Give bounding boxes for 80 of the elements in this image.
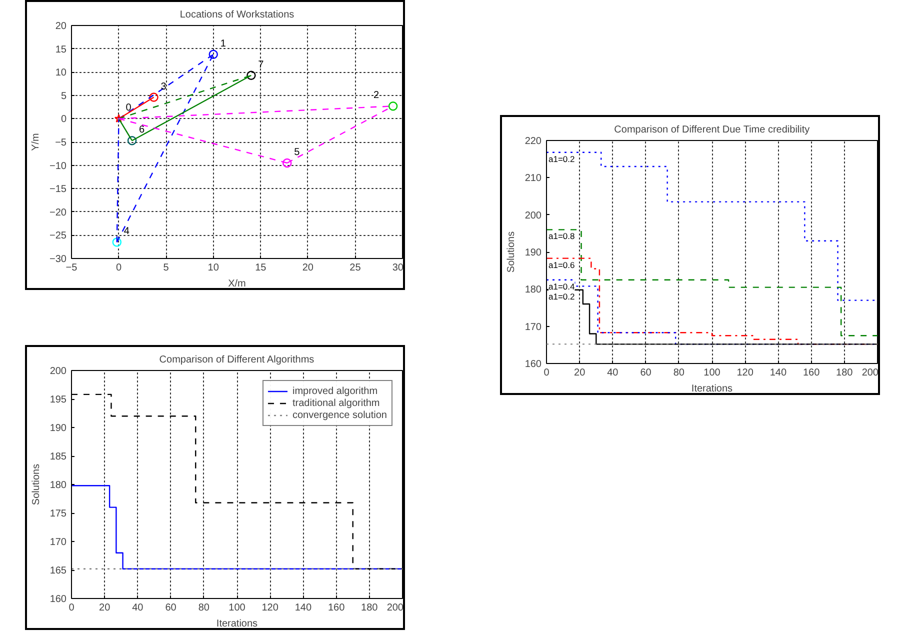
x-axis-title: Iterations bbox=[216, 618, 258, 630]
y-tick-label: 160 bbox=[50, 594, 67, 605]
chart-title: Comparison of Different Algorithms bbox=[159, 354, 314, 366]
y-tick-label: 160 bbox=[524, 359, 542, 370]
annotation: 0 bbox=[126, 102, 132, 114]
legend-label: improved algorithm bbox=[292, 385, 378, 397]
y-tick-label: 170 bbox=[524, 322, 542, 333]
x-tick-label: 180 bbox=[836, 368, 854, 378]
annotation: 4 bbox=[124, 226, 130, 238]
y-tick-label: 190 bbox=[524, 248, 542, 258]
y-tick-label: 165 bbox=[50, 566, 67, 576]
x-tick-label: 100 bbox=[704, 368, 721, 378]
legend-label: traditional algorithm bbox=[292, 397, 380, 409]
chart-title: Locations of Workstations bbox=[180, 10, 294, 20]
y-axis-title: Solutions bbox=[30, 464, 42, 506]
x-tick-label: 60 bbox=[165, 602, 177, 614]
x-tick-label: 180 bbox=[361, 602, 378, 614]
x-tick-label: 20 bbox=[99, 602, 111, 614]
legend-label: convergence solution bbox=[292, 409, 387, 421]
x-tick-label: 140 bbox=[770, 368, 787, 378]
y-tick-label: 175 bbox=[50, 508, 67, 520]
y-tick-label: 5 bbox=[60, 90, 67, 102]
annotation: 1 bbox=[220, 38, 226, 50]
y-tick-label: 180 bbox=[50, 480, 67, 491]
x-tick-label: 15 bbox=[255, 262, 267, 274]
y-tick-label: 185 bbox=[50, 452, 67, 462]
series-label: a1=0.6 bbox=[548, 260, 576, 270]
x-tick-label: 0 bbox=[116, 262, 122, 274]
y-tick-label: 20 bbox=[55, 21, 67, 32]
annotation: 5 bbox=[294, 146, 300, 158]
y-tick-label: 180 bbox=[524, 284, 542, 296]
x-tick-label: 200 bbox=[386, 602, 404, 614]
x-tick-label: 140 bbox=[294, 602, 312, 614]
series-label: a1=0.2 bbox=[548, 291, 576, 302]
annotation: 7 bbox=[258, 59, 264, 70]
y-tick-label: 170 bbox=[50, 537, 67, 548]
y-axis-title: Solutions bbox=[506, 231, 517, 273]
x-tick-label: 80 bbox=[198, 602, 210, 614]
x-axis-title: Iterations bbox=[691, 384, 733, 394]
chart-title: Comparison of Different Due Time credibility bbox=[614, 124, 810, 136]
x-tick-label: 10 bbox=[208, 262, 220, 274]
y-tick-label: 10 bbox=[55, 68, 67, 79]
x-tick-label: 20 bbox=[574, 368, 586, 378]
series-label: a1=0.2 bbox=[548, 154, 576, 164]
y-tick-label: −15 bbox=[50, 184, 67, 196]
x-tick-label: 120 bbox=[736, 368, 754, 378]
annotation: 2 bbox=[373, 90, 380, 102]
y-tick-label: −10 bbox=[50, 160, 67, 172]
y-tick-label: 190 bbox=[50, 423, 67, 434]
y-tick-label: −30 bbox=[50, 254, 67, 265]
x-tick-label: 40 bbox=[607, 368, 619, 378]
y-tick-label: −20 bbox=[50, 207, 67, 218]
y-axis-title: Y/m bbox=[30, 133, 42, 151]
x-tick-label: 120 bbox=[262, 602, 279, 614]
series-label: a1=0.4 bbox=[548, 281, 576, 292]
y-tick-label: 210 bbox=[524, 173, 542, 184]
x-tick-label: 20 bbox=[302, 262, 314, 274]
y-tick-label: −5 bbox=[55, 138, 67, 148]
x-tick-label: 40 bbox=[132, 602, 144, 614]
x-tick-label: 5 bbox=[163, 262, 170, 274]
x-tick-label: 80 bbox=[673, 368, 685, 378]
x-tick-label: 160 bbox=[328, 602, 346, 614]
annotation: 3 bbox=[160, 81, 167, 92]
x-tick-label: 100 bbox=[228, 602, 246, 614]
x-tick-label: 200 bbox=[862, 368, 879, 378]
x-tick-label: 60 bbox=[640, 368, 652, 378]
y-tick-label: 0 bbox=[60, 114, 67, 126]
x-tick-label: 25 bbox=[350, 262, 362, 274]
series-label: a1=0.8 bbox=[548, 231, 576, 242]
x-axis-title: X/m bbox=[228, 278, 246, 290]
y-tick-label: 200 bbox=[524, 210, 542, 222]
x-tick-label: 160 bbox=[802, 368, 820, 378]
y-tick-label: 195 bbox=[50, 394, 67, 406]
y-tick-label: 15 bbox=[55, 44, 67, 56]
y-tick-label: −25 bbox=[50, 230, 67, 242]
x-tick-label: 0 bbox=[68, 602, 75, 614]
x-tick-label: 0 bbox=[544, 368, 550, 378]
y-tick-label: 220 bbox=[524, 136, 542, 147]
annotation: 6 bbox=[139, 124, 146, 136]
x-tick-label: 30 bbox=[392, 262, 404, 274]
